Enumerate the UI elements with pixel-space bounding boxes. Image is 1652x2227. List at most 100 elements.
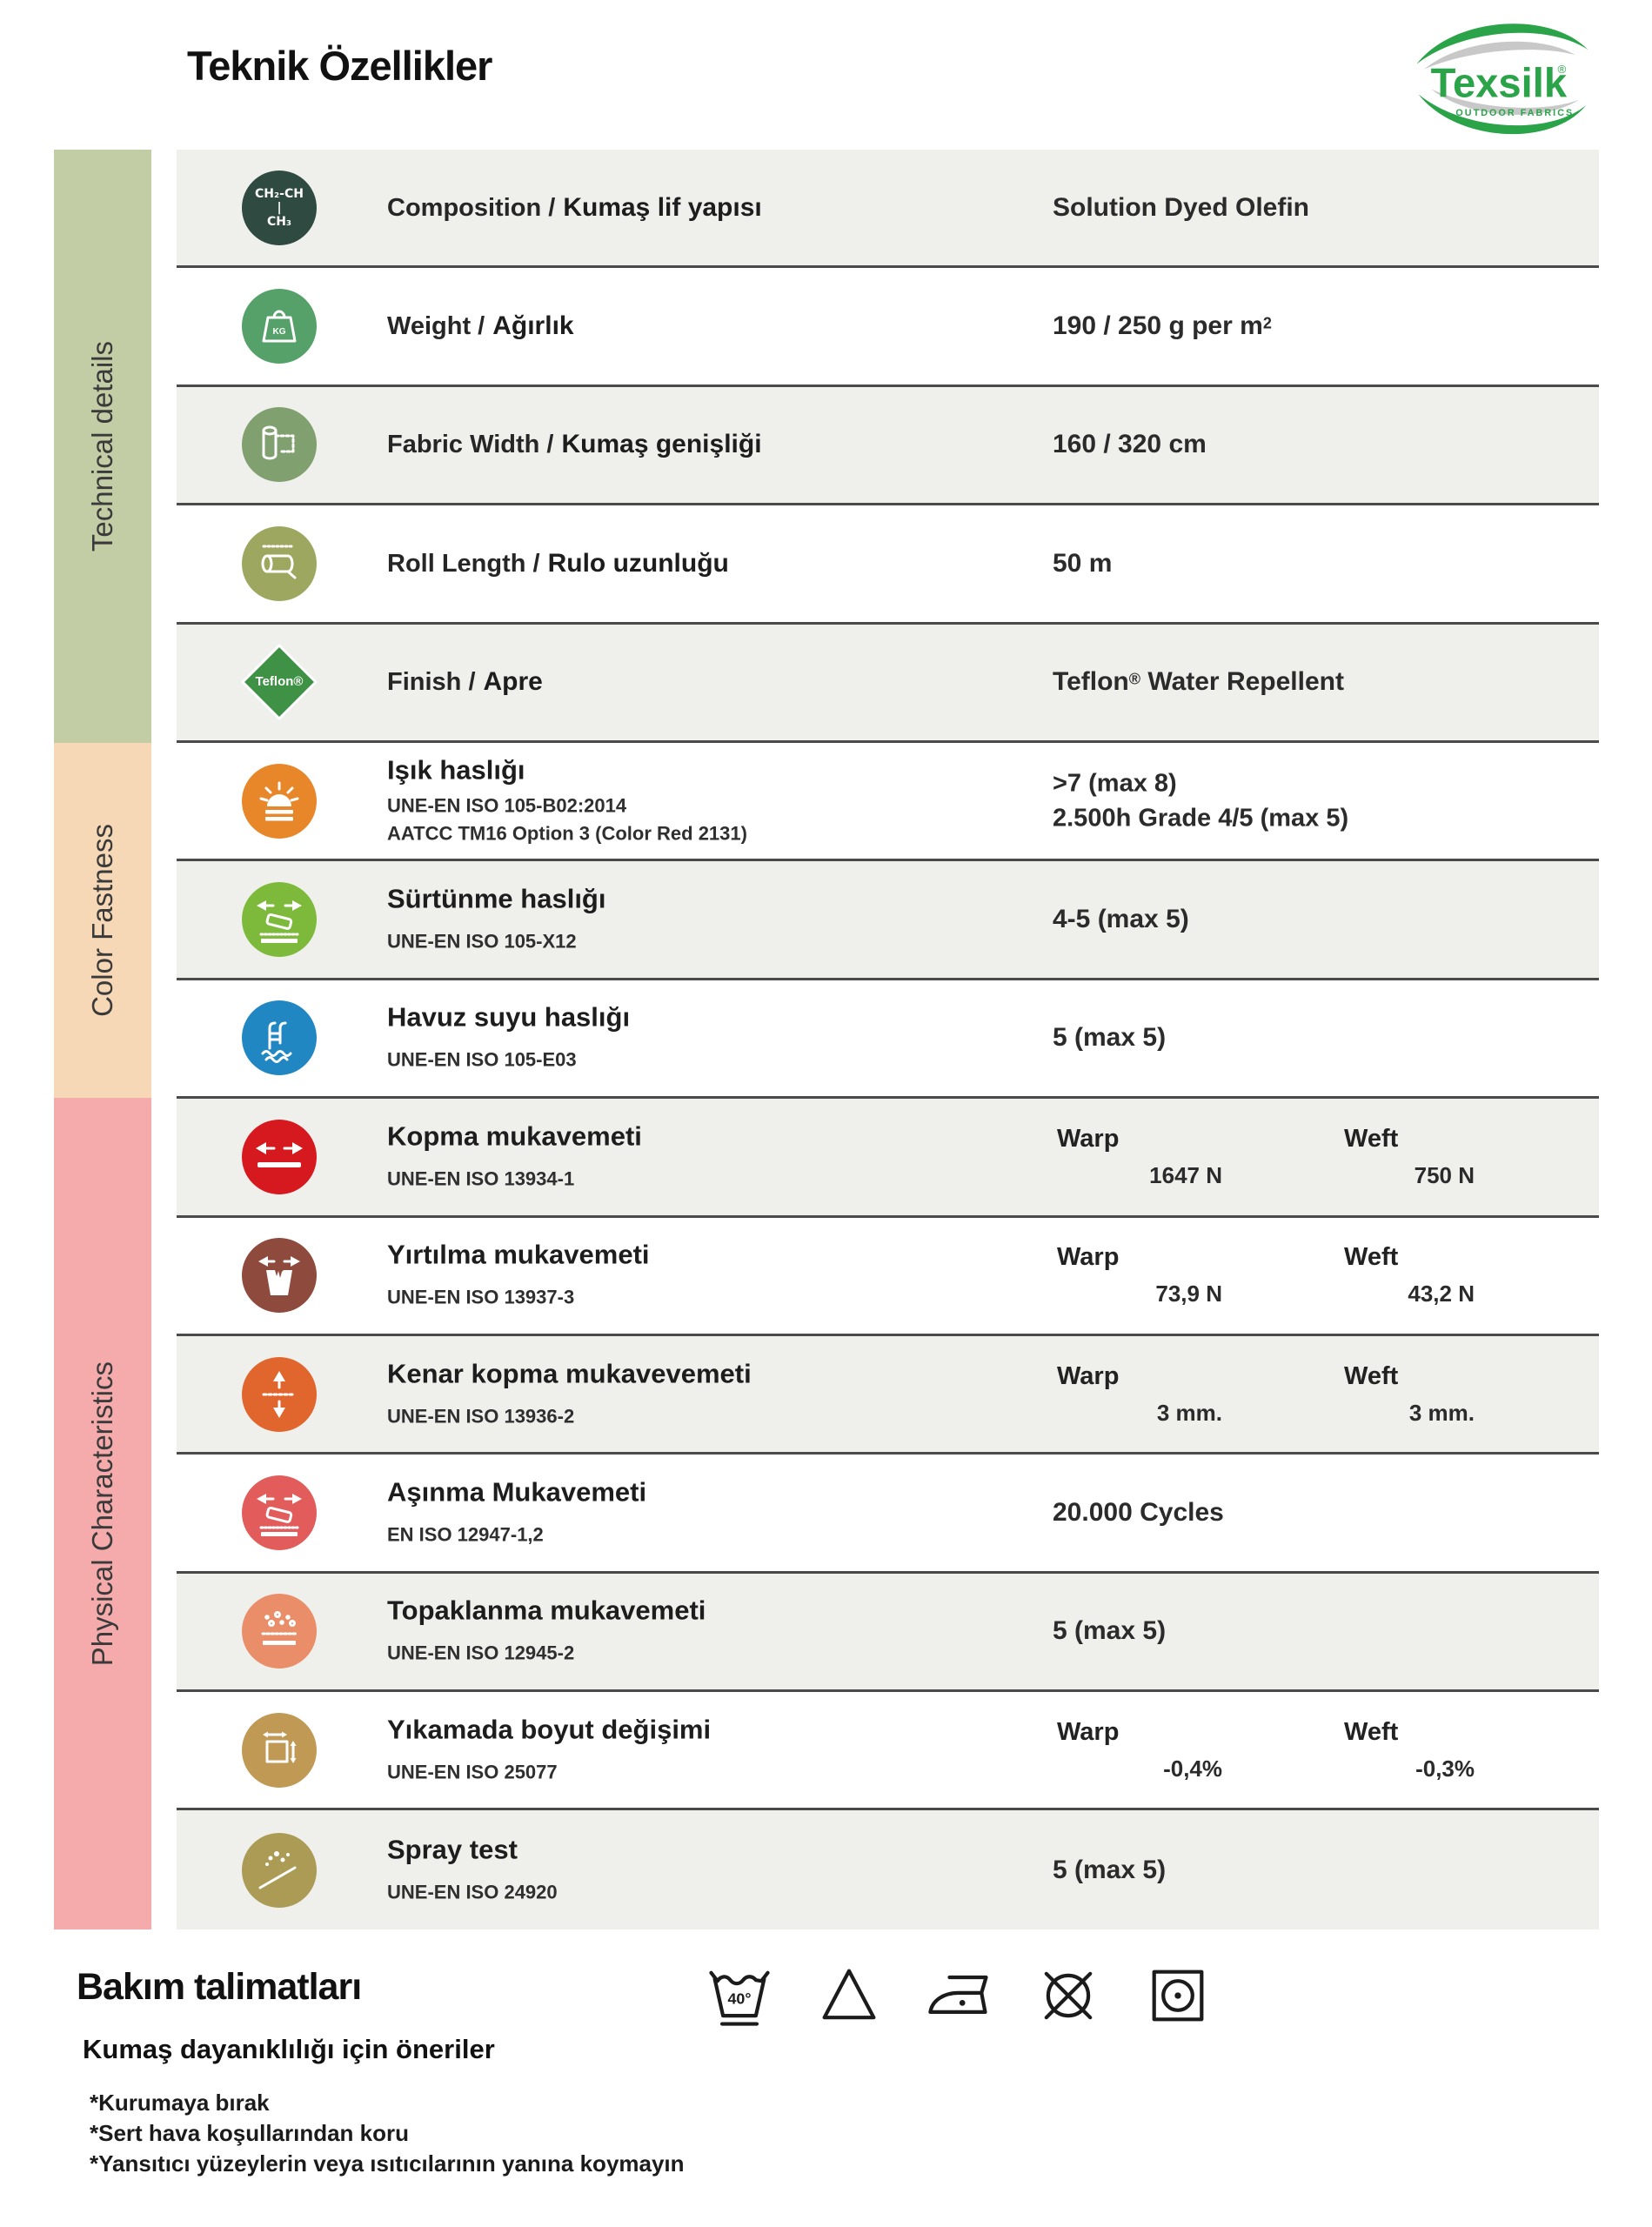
care-subtitle: Kumaş dayanıklılığı için öneriler xyxy=(83,2034,495,2064)
tensile-strength-icon xyxy=(242,1119,317,1194)
section-label: Physical Characteristics xyxy=(86,1361,118,1667)
row-standards: UNE-EN ISO 25077 xyxy=(387,1761,558,1783)
tear-strength-icon xyxy=(242,1238,317,1314)
teflon-finish-icon: Teflon® xyxy=(239,642,319,722)
care-note: *Kurumaya bırak xyxy=(90,2090,270,2116)
row-standards: UNE-EN ISO 13936-2 xyxy=(387,1405,575,1428)
row-label: Composition / Kumaş lif yapısı xyxy=(387,192,762,222)
row-value: 5 (max 5) xyxy=(1053,1023,1167,1053)
abrasion-resistance-icon xyxy=(242,1475,317,1550)
logo-swoosh-bottom-green xyxy=(1418,94,1587,135)
row-value: 50 m xyxy=(1053,548,1113,578)
page-title: Teknik Özellikler xyxy=(187,43,492,89)
spec-row-pool-water-fastness: Havuz suyu haslığı UNE-EN ISO 105-E03 5 … xyxy=(177,980,1599,1100)
row-label: Roll Length / Rulo uzunluğu xyxy=(387,548,729,578)
row-title: Işık haslığı xyxy=(387,754,525,786)
row-value: Warp 3 mm. Weft 3 mm. xyxy=(1057,1361,1475,1426)
fabric-width-icon xyxy=(242,407,317,483)
spec-row-seam-slippage: Kenar kopma mukavevemeti UNE-EN ISO 1393… xyxy=(177,1335,1599,1455)
warp-header: Warp xyxy=(1057,1243,1120,1272)
logo-registered-mark: ® xyxy=(1558,63,1567,76)
spec-row-weight: KG Weight / Ağırlık 190 / 250 g per m2 xyxy=(177,268,1599,387)
texsilk-logo: Texsilk ® OUTDOOR FABRICS xyxy=(1408,9,1599,150)
care-title: Bakım talimatları xyxy=(77,1966,362,2008)
pilling-resistance-icon xyxy=(242,1594,317,1669)
row-standards: UNE-EN ISO 105-E03 xyxy=(387,1048,577,1071)
dimensional-change-icon xyxy=(242,1712,317,1788)
bleach-triangle-icon xyxy=(822,1969,876,2020)
spray-test-icon xyxy=(242,1832,317,1908)
wash-40-icon: 40° xyxy=(709,1970,770,2026)
care-notes: *Kurumaya bırak *Sert hava koşullarından… xyxy=(90,2088,685,2179)
logo-swoosh-bottom-gray xyxy=(1430,89,1580,115)
logo-swoosh-top-gray xyxy=(1423,41,1576,70)
spec-row-light-fastness: Işık haslığı UNE-EN ISO 105-B02:2014 AATC… xyxy=(177,742,1599,862)
section-bar-technical-details: Technical details xyxy=(54,150,151,743)
row-value: Solution Dyed Olefin xyxy=(1053,192,1310,222)
tumble-dry-icon xyxy=(1152,1970,1204,2022)
iron-one-dot-icon xyxy=(928,1975,988,2014)
row-value: 160 / 320 cm xyxy=(1053,430,1207,459)
spec-row-pilling-resistance: Topaklanma mukavemeti UNE-EN ISO 12945-2… xyxy=(177,1573,1599,1693)
composition-formula: CH₂-CH | CH₃ xyxy=(255,186,304,229)
warp-header: Warp xyxy=(1057,1717,1120,1746)
weft-header: Weft xyxy=(1344,1717,1399,1746)
logo-tagline: OUTDOOR FABRICS xyxy=(1455,108,1574,118)
care-note: *Sert hava koşullarından koru xyxy=(90,2120,410,2146)
section-label: Color Fastness xyxy=(86,824,118,1017)
row-value: 5 (max 5) xyxy=(1053,1616,1167,1646)
row-label: Fabric Width / Kumaş genişliği xyxy=(387,430,762,459)
warp-header: Warp xyxy=(1057,1124,1120,1153)
row-standards: EN ISO 12947-1,2 xyxy=(387,1523,544,1546)
seam-slippage-icon xyxy=(242,1356,317,1432)
rubbing-fastness-icon xyxy=(242,882,317,958)
row-title: Sürtünme haslığı xyxy=(387,883,606,914)
row-title: Aşınma Mukavemeti xyxy=(387,1476,647,1508)
row-title: Kenar kopma mukavevemeti xyxy=(387,1358,752,1389)
row-value: 5 (max 5) xyxy=(1053,1855,1167,1884)
svg-text:40°: 40° xyxy=(728,1990,752,2007)
spec-row-spray-test: Spray test UNE-EN ISO 24920 5 (max 5) xyxy=(177,1810,1599,1929)
weft-header: Weft xyxy=(1344,1124,1399,1153)
spec-row-abrasion-resistance: Aşınma Mukavemeti EN ISO 12947-1,2 20.00… xyxy=(177,1455,1599,1574)
row-label: Weight / Ağırlık xyxy=(387,311,574,341)
do-not-dry-clean-icon xyxy=(1044,1971,1093,2020)
weight-icon: KG xyxy=(242,289,317,364)
row-title: Yıkamada boyut değişimi xyxy=(387,1714,712,1745)
logo-brand-text: Texsilk xyxy=(1431,60,1568,106)
row-label: Finish / Apre xyxy=(387,667,543,697)
row-standards: UNE-EN ISO 105-B02:2014 AATCC TM16 Option… xyxy=(387,794,747,845)
roll-length-icon xyxy=(242,525,317,601)
spec-row-fabric-width: Fabric Width / Kumaş genişliği 160 / 320 … xyxy=(177,386,1599,506)
row-standards: UNE-EN ISO 12945-2 xyxy=(387,1642,575,1664)
row-standards: UNE-EN ISO 13937-3 xyxy=(387,1286,575,1308)
row-value: >7 (max 8) 2.500h Grade 4/5 (max 5) xyxy=(1053,769,1349,833)
pool-water-fastness-icon xyxy=(242,1000,317,1076)
row-value: Teflon® Water Repellent xyxy=(1053,667,1344,697)
row-value: 4-5 (max 5) xyxy=(1053,905,1189,934)
row-title: Havuz suyu haslığı xyxy=(387,1001,631,1033)
section-label: Technical details xyxy=(86,340,118,552)
logo-swoosh-top-green xyxy=(1416,23,1588,64)
spec-row-tear-strength: Yırtılma mukavemeti UNE-EN ISO 13937-3 W… xyxy=(177,1217,1599,1336)
row-value: 190 / 250 g per m2 xyxy=(1053,311,1272,341)
spec-row-tensile-strength: Kopma mukavemeti UNE-EN ISO 13934-1 Warp… xyxy=(177,1099,1599,1218)
row-value: Warp -0,4% Weft -0,3% xyxy=(1057,1717,1475,1782)
row-value: Warp 1647 N Weft 750 N xyxy=(1057,1124,1475,1188)
spec-row-rubbing-fastness: Sürtünme haslığı UNE-EN ISO 105-X12 4-5 … xyxy=(177,861,1599,980)
light-fastness-icon xyxy=(242,763,317,839)
warp-header: Warp xyxy=(1057,1361,1120,1390)
row-standards: UNE-EN ISO 24920 xyxy=(387,1881,558,1903)
section-bar-physical-characteristics: Physical Characteristics xyxy=(54,1098,151,1929)
spec-row-composition: CH₂-CH | CH₃ Composition / Kumaş lif yapısı… xyxy=(177,150,1599,269)
row-value: 20.000 Cycles xyxy=(1053,1497,1224,1527)
spec-table: CH₂-CH | CH₃ Composition / Kumaş lif yapısı… xyxy=(177,150,1599,1929)
weft-header: Weft xyxy=(1344,1361,1399,1390)
weft-header: Weft xyxy=(1344,1243,1399,1272)
row-title: Spray test xyxy=(387,1834,518,1865)
svg-text:KG: KG xyxy=(273,327,286,337)
spec-row-roll-length: Roll Length / Rulo uzunluğu 50 m xyxy=(177,505,1599,625)
composition-icon: CH₂-CH | CH₃ xyxy=(242,170,317,245)
svg-text:Teflon®: Teflon® xyxy=(256,674,304,689)
